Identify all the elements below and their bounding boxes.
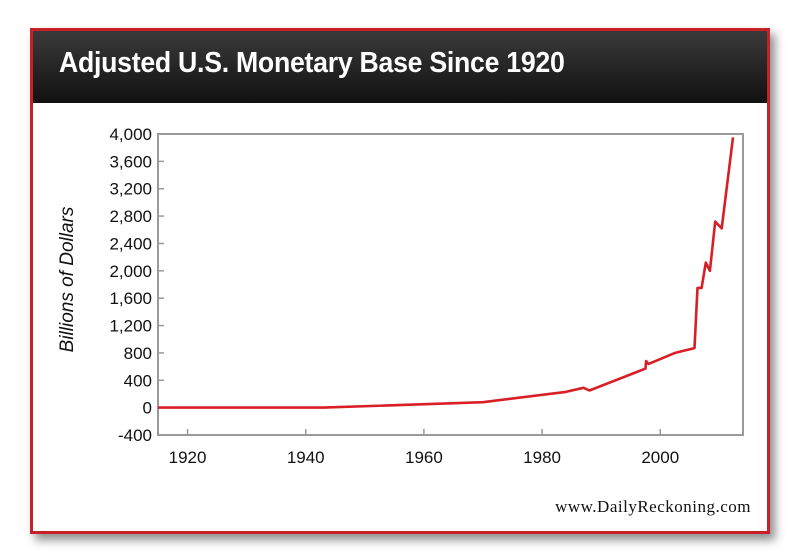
y-axis-label: Billions of Dollars: [57, 206, 78, 352]
y-tick-label: 2,800: [109, 207, 152, 226]
y-tick-label: 3,200: [109, 180, 152, 199]
y-tick-label: 800: [124, 344, 152, 363]
y-tick-label: 1,200: [109, 317, 152, 336]
title-bar: Adjusted U.S. Monetary Base Since 1920: [33, 31, 767, 103]
chart-title: Adjusted U.S. Monetary Base Since 1920: [59, 47, 565, 79]
x-tick-label: 2000: [641, 448, 679, 467]
x-tick-label: 1960: [405, 448, 443, 467]
x-tick-label: 1980: [523, 448, 561, 467]
x-tick-label: 1920: [169, 448, 207, 467]
y-tick-label: 2,400: [109, 234, 152, 253]
y-tick-label: 2,000: [109, 262, 152, 281]
y-tick-label: -400: [118, 426, 152, 445]
y-tick-label: 1,600: [109, 289, 152, 308]
x-tick-label: 1940: [287, 448, 325, 467]
y-tick-label: 4,000: [109, 125, 152, 144]
chart-area: -400 0 400 800 1,200 1,600 2,000 2,400 2,800 3,20…: [57, 125, 744, 467]
y-tick-label: 0: [143, 399, 152, 418]
y-tick-label: 3,600: [109, 152, 152, 171]
plot-frame: [157, 133, 744, 436]
source-url: www.DailyReckoning.com: [555, 497, 751, 516]
y-tick-label: 400: [124, 371, 152, 390]
series-line: [158, 137, 735, 409]
chart-card: Adjusted U.S. Monetary Base Since 1920 -…: [30, 28, 770, 534]
